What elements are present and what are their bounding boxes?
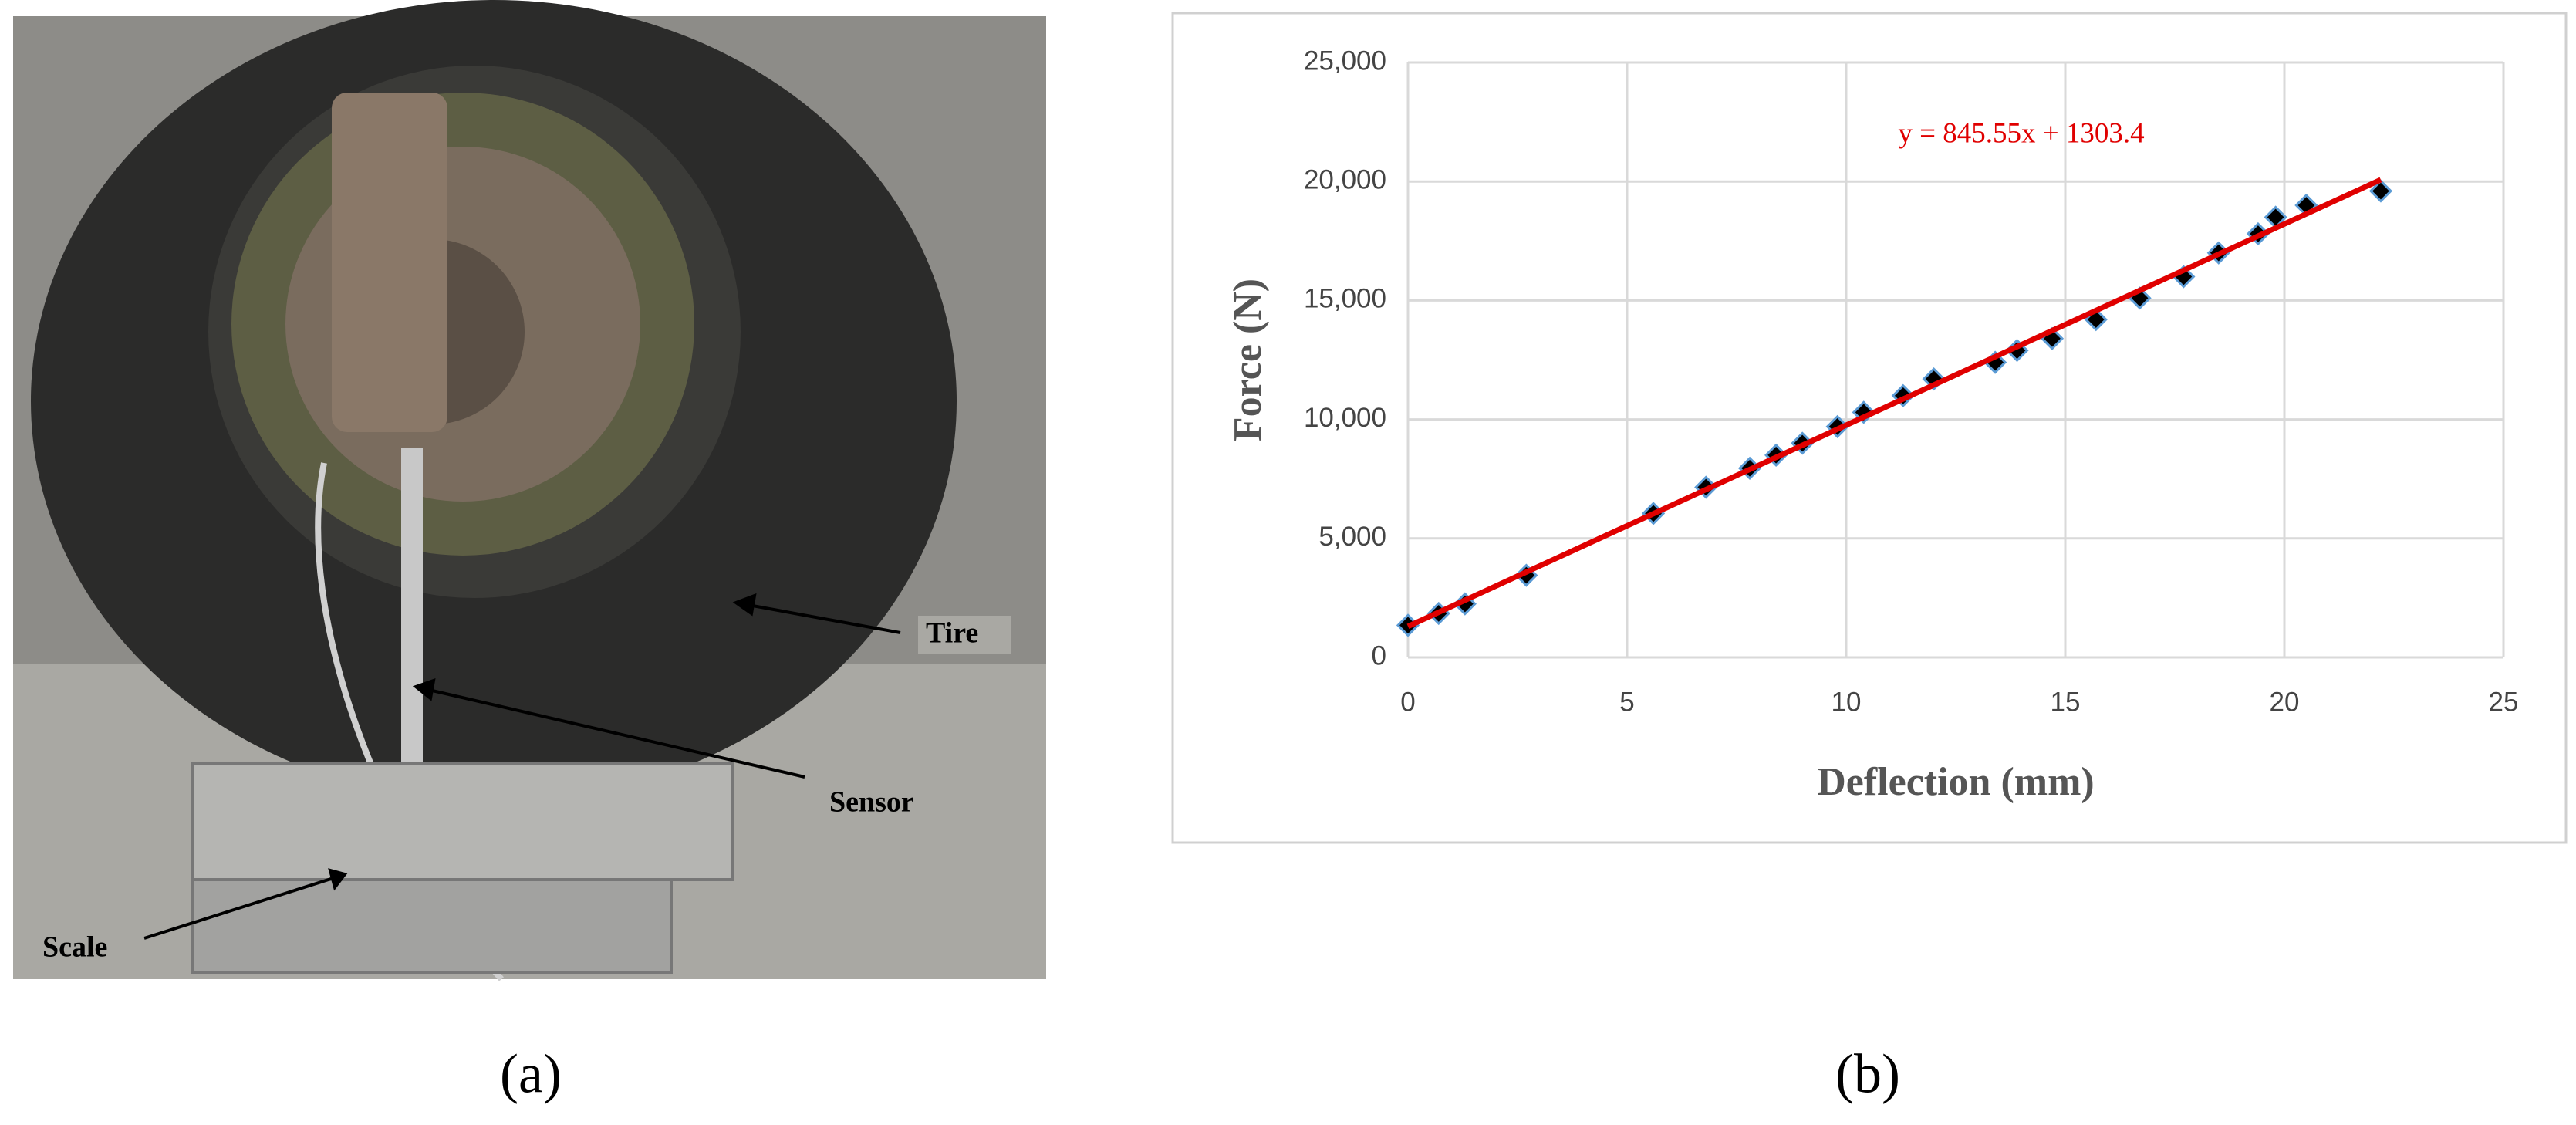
trendline bbox=[1406, 177, 2382, 629]
scale-arrow bbox=[143, 877, 334, 940]
scale-label: Scale bbox=[42, 931, 107, 964]
sensor-arrow bbox=[428, 688, 805, 779]
tire-label: Tire bbox=[926, 617, 978, 650]
arrow-head bbox=[732, 593, 757, 617]
caption: (b) bbox=[1835, 1043, 1900, 1105]
sensor-rod bbox=[401, 448, 423, 772]
x-tick-label: 25 bbox=[2489, 687, 2519, 717]
arrows bbox=[143, 593, 901, 940]
chart-frame bbox=[1171, 12, 2568, 844]
y-tick-label: 5,000 bbox=[1318, 522, 1386, 552]
photo: Tire Sensor Scale bbox=[13, 0, 1046, 981]
scale-bottom bbox=[191, 878, 673, 974]
x-tick-label: 5 bbox=[1619, 687, 1634, 717]
label-bg bbox=[918, 616, 1011, 654]
x-tick-label: 10 bbox=[1832, 687, 1862, 717]
fixture bbox=[332, 93, 447, 432]
x-tick-label: 0 bbox=[1400, 687, 1415, 717]
chart: 0 5,000 10,000 15,000 20,000 25,000 0 5 10 15 20 25… bbox=[1226, 46, 2519, 804]
x-tick-label: 20 bbox=[2270, 687, 2300, 717]
y-tick-label: 15,000 bbox=[1304, 284, 1386, 314]
y-tick-label: 20,000 bbox=[1304, 164, 1386, 194]
arrow-head bbox=[328, 868, 348, 891]
y-tick-label: 25,000 bbox=[1304, 46, 1386, 76]
scale-top bbox=[191, 762, 734, 881]
data-point bbox=[2368, 179, 2393, 203]
x-axis-title: Deflection (mm) bbox=[1817, 760, 2095, 804]
caption: (a) bbox=[500, 1043, 562, 1105]
tire-arrow bbox=[748, 603, 901, 634]
arrow-head bbox=[412, 677, 436, 701]
sensor-label: Sensor bbox=[829, 786, 914, 819]
y-tick-label: 0 bbox=[1372, 640, 1386, 671]
y-tick-label: 10,000 bbox=[1304, 403, 1386, 433]
x-tick-label: 15 bbox=[2051, 687, 2081, 717]
y-axis-title: Force (N) bbox=[1226, 279, 1270, 441]
trendline-equation: y = 845.55x + 1303.4 bbox=[1898, 117, 2144, 149]
